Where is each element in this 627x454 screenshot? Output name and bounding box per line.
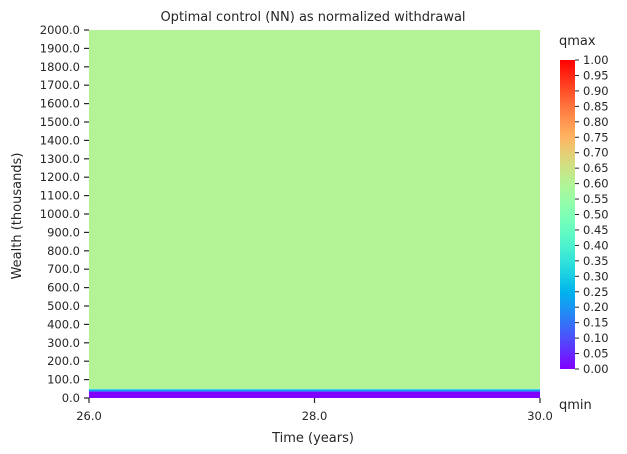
- y-tick-label: 1100.0: [40, 189, 80, 203]
- colorbar-tick-label: 0.60: [583, 177, 609, 191]
- y-tick-label: 1900.0: [40, 41, 80, 55]
- y-tick-label: 1600.0: [40, 97, 80, 111]
- y-tick-label: 600.0: [47, 281, 80, 295]
- y-tick-label: 1500.0: [40, 115, 80, 129]
- colorbar-tick-label: 0.80: [583, 115, 609, 129]
- y-tick-label: 300.0: [47, 336, 80, 350]
- y-tick-label: 900.0: [47, 225, 80, 239]
- colorbar-tick-label: 1.00: [583, 53, 609, 67]
- x-tick-label: 30.0: [527, 409, 553, 423]
- y-tick-label: 1300.0: [40, 152, 80, 166]
- y-axis: 0.0 100.0 200.0 300.0 400.0 500.0 600.0 700.0 80…: [40, 23, 89, 405]
- y-tick-label: 2000.0: [40, 23, 80, 37]
- y-tick-label: 1000.0: [40, 207, 80, 221]
- x-axis: 26.0 28.0 30.0: [76, 398, 553, 423]
- y-tick-label: 1400.0: [40, 133, 80, 147]
- colorbar-tick-label: 0.55: [583, 192, 609, 206]
- colorbar-top-label: qmax: [559, 34, 596, 49]
- colorbar-tick-label: 0.00: [583, 362, 609, 376]
- colorbar-tick-label: 0.15: [583, 316, 609, 330]
- y-tick-label: 700.0: [47, 262, 80, 276]
- x-axis-label: Time (years): [271, 431, 354, 446]
- heatmap-band-2: [89, 388, 540, 390]
- colorbar-tick-label: 0.90: [583, 84, 609, 98]
- colorbar-tick-label: 0.50: [583, 208, 609, 222]
- x-tick-label: 26.0: [76, 409, 102, 423]
- y-axis-label: Wealth (thousands): [10, 153, 25, 280]
- colorbar-tick-label: 0.70: [583, 146, 609, 160]
- heatmap-band-0: [89, 391, 540, 398]
- colorbar-tick-label: 0.45: [583, 223, 609, 237]
- y-tick-label: 400.0: [47, 317, 80, 331]
- colorbar-bottom-label: qmin: [559, 398, 592, 413]
- y-tick-label: 1700.0: [40, 78, 80, 92]
- colorbar-tick-label: 0.40: [583, 238, 609, 252]
- colorbar-tick-label: 0.30: [583, 269, 609, 283]
- colorbar-tick-label: 0.95: [583, 68, 609, 82]
- y-tick-label: 1800.0: [40, 60, 80, 74]
- colorbar-ticks: 0.000.05 0.100.15 0.200.25 0.300.35 0.400.45…: [575, 53, 609, 376]
- colorbar-tick-label: 0.35: [583, 254, 609, 268]
- heatmap-band-3: [89, 30, 540, 389]
- chart-title: Optimal control (NN) as normalized withd…: [160, 10, 465, 25]
- colorbar: [560, 60, 575, 369]
- colorbar-tick-label: 0.65: [583, 161, 609, 175]
- heatmap-band-1: [89, 389, 540, 392]
- y-tick-label: 800.0: [47, 244, 80, 258]
- colorbar-tick-label: 0.05: [583, 347, 609, 361]
- colorbar-tick-label: 0.10: [583, 331, 609, 345]
- y-tick-label: 500.0: [47, 299, 80, 313]
- y-tick-label: 1200.0: [40, 170, 80, 184]
- y-tick-label: 0.0: [62, 391, 80, 405]
- x-tick-label: 28.0: [302, 409, 328, 423]
- heatmap-plot-area: [89, 30, 540, 398]
- colorbar-tick-label: 0.25: [583, 285, 609, 299]
- colorbar-tick-label: 0.75: [583, 130, 609, 144]
- colorbar-tick-label: 0.20: [583, 300, 609, 314]
- y-tick-label: 200.0: [47, 354, 80, 368]
- y-tick-label: 100.0: [47, 373, 80, 387]
- colorbar-tick-label: 0.85: [583, 99, 609, 113]
